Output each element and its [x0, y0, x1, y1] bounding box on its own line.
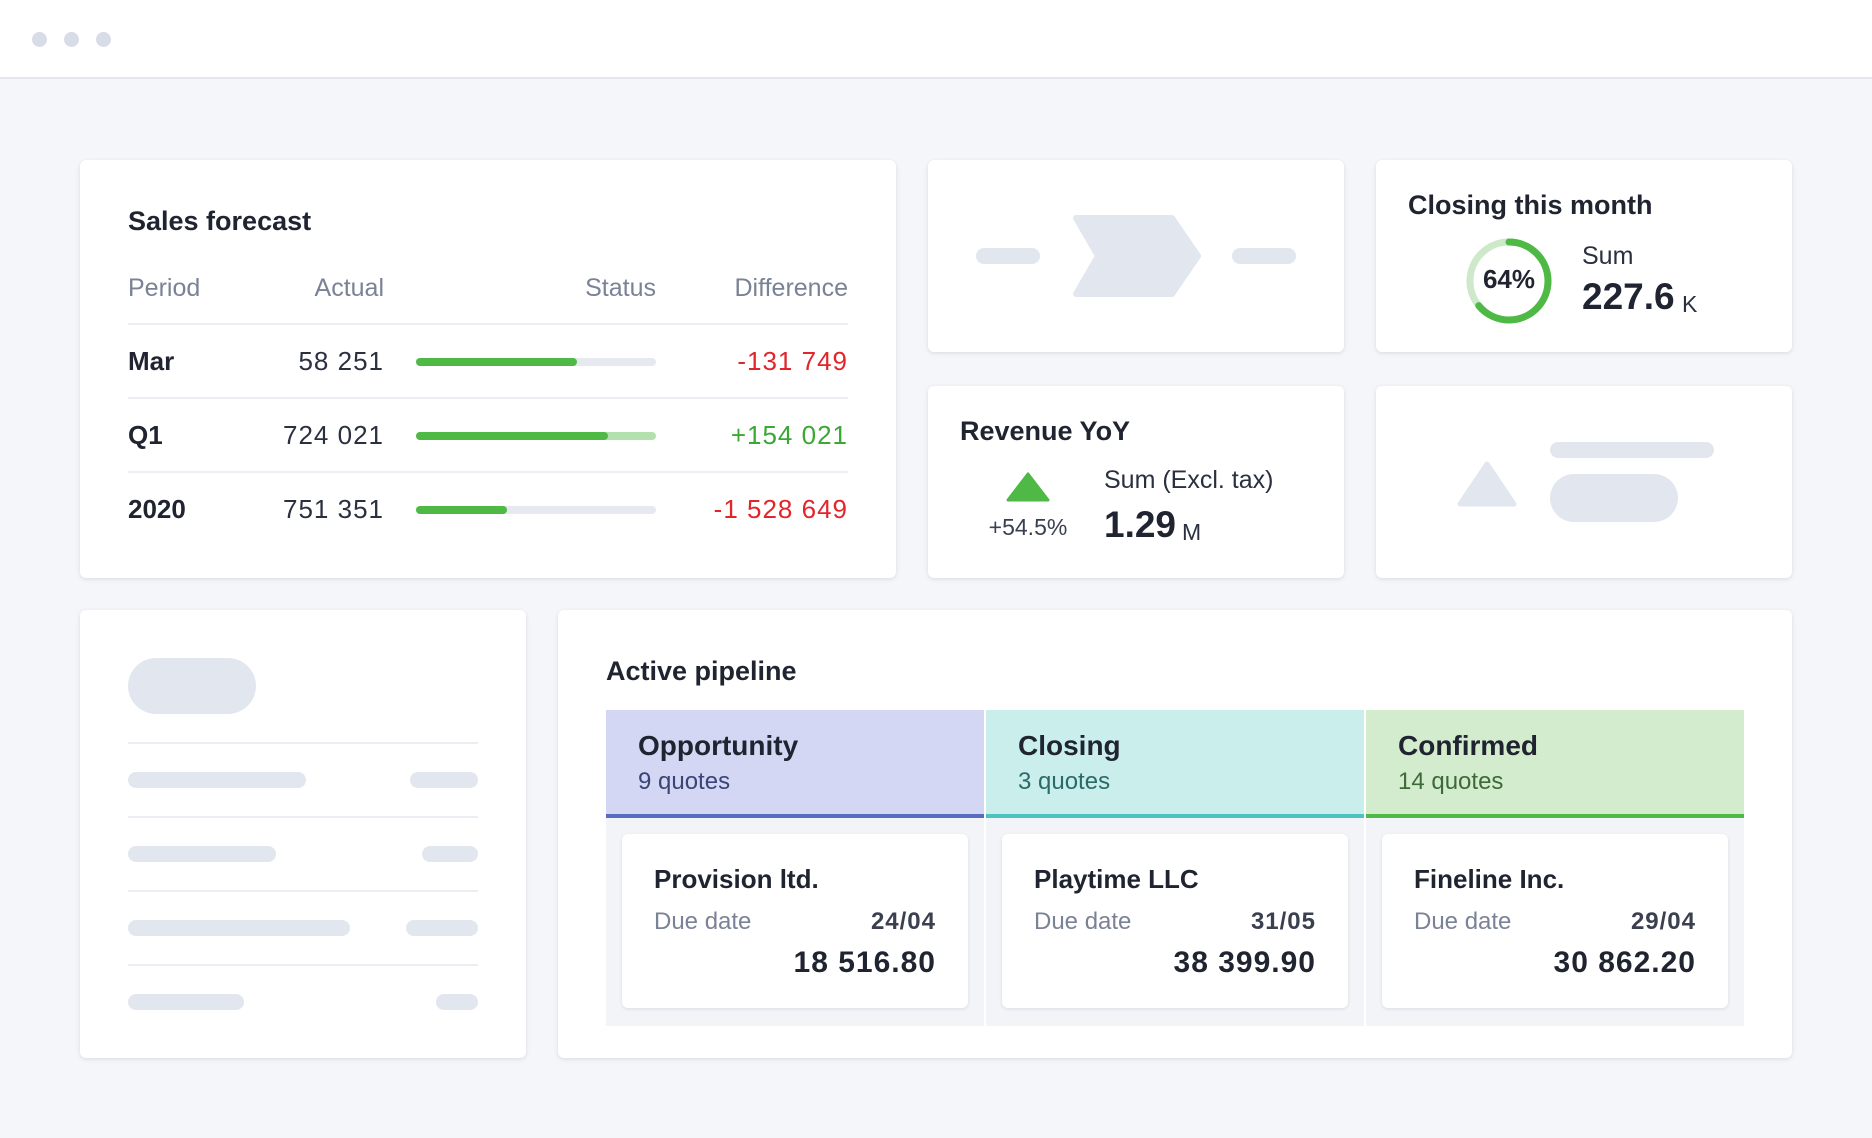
row-period: 2020: [128, 494, 186, 524]
placeholder-line: [1232, 248, 1296, 264]
list-divider: [128, 890, 478, 892]
revenue-change: +54.5%: [988, 514, 1068, 540]
column-header-difference: Difference: [734, 274, 849, 302]
placeholder-line: [436, 994, 478, 1010]
status-progress-bar: [416, 506, 656, 514]
placeholder-line: [128, 846, 276, 862]
placeholder-line: [128, 920, 350, 936]
row-difference: -131 749: [737, 346, 848, 376]
table-divider: [128, 323, 848, 325]
pipeline-title: Active pipeline: [606, 656, 797, 686]
list-divider: [128, 816, 478, 818]
quote-due-date: 24/04: [870, 908, 936, 935]
stage-column: Fineline Inc. Due date 29/04 30 862.20: [1366, 818, 1744, 1026]
row-period: Q1: [128, 420, 163, 450]
status-progress-bar: [416, 358, 656, 366]
closing-sum-unit: K: [1682, 291, 1698, 317]
revenue-yoy-title: Revenue YoY: [960, 416, 1131, 446]
status-progress-fill: [416, 358, 577, 366]
quote-amount: 30 862.20: [1553, 946, 1696, 979]
placeholder-line: [976, 248, 1040, 264]
sales-forecast-title: Sales forecast: [128, 206, 312, 236]
closing-month-card: [1376, 160, 1792, 352]
stage-column: Playtime LLC Due date 31/05 38 399.90: [986, 818, 1364, 1026]
stage-name: Opportunity: [638, 730, 799, 761]
quote-company: Fineline Inc.: [1414, 864, 1565, 894]
window-dot-icon[interactable]: [64, 32, 79, 47]
placeholder-pill: [1550, 474, 1678, 522]
quote-company: Playtime LLC: [1034, 864, 1199, 894]
stage-count: 9 quotes: [638, 768, 731, 795]
triangle-placeholder-icon: [1457, 461, 1517, 507]
placeholder-line: [406, 920, 478, 936]
placeholder-line: [128, 772, 306, 788]
quote-due-date: 29/04: [1630, 908, 1696, 935]
pipeline-stage-closing[interactable]: Closing 3 quotes: [986, 710, 1364, 818]
list-divider: [128, 964, 478, 966]
row-actual: 751 351: [283, 494, 384, 524]
placeholder-line: [128, 994, 244, 1010]
quote-card[interactable]: Provision ltd. Due date 24/04 18 516.80: [622, 834, 968, 1008]
progress-ring-arc: [1466, 238, 1552, 324]
quote-card[interactable]: Playtime LLC Due date 31/05 38 399.90: [1002, 834, 1348, 1008]
list-divider: [128, 742, 478, 744]
quote-amount: 38 399.90: [1173, 946, 1316, 979]
stage-name: Confirmed: [1398, 730, 1538, 761]
window-dot-icon[interactable]: [96, 32, 111, 47]
stage-count: 3 quotes: [1018, 768, 1111, 795]
placeholder-pill: [128, 658, 256, 714]
row-difference: +154 021: [730, 420, 848, 450]
row-period: Mar: [128, 346, 175, 376]
row-actual: 724 021: [283, 420, 384, 450]
closing-sum-label: Sum: [1582, 242, 1634, 270]
column-header-status: Status: [585, 274, 656, 302]
row-difference: -1 528 649: [713, 494, 848, 524]
table-divider: [128, 471, 848, 473]
column-header-period: Period: [128, 274, 201, 302]
status-progress-bar: [416, 432, 656, 440]
stage-column: Provision ltd. Due date 24/04 18 516.80: [606, 818, 984, 1026]
closing-sum-value: 227.6: [1582, 276, 1675, 317]
stage-count: 14 quotes: [1398, 768, 1504, 795]
quote-amount: 18 516.80: [793, 946, 936, 979]
window-titlebar: [0, 0, 1872, 79]
chevron-placeholder-icon: [1073, 215, 1201, 297]
revenue-sum-unit: M: [1182, 519, 1202, 545]
table-divider: [128, 397, 848, 399]
quote-due-label: Due date: [654, 908, 752, 935]
pipeline-stage-confirmed[interactable]: Confirmed 14 quotes: [1366, 710, 1744, 818]
stage-name: Closing: [1018, 730, 1121, 761]
row-actual: 58 251: [298, 346, 384, 376]
placeholder-line: [410, 772, 478, 788]
trend-up-icon: [1006, 472, 1050, 502]
window-dot-icon[interactable]: [32, 32, 47, 47]
placeholder-line: [422, 846, 478, 862]
placeholder-line: [1550, 442, 1714, 458]
revenue-sum-value: 1.29: [1104, 504, 1177, 545]
revenue-yoy-card: [928, 386, 1344, 578]
progress-ring-icon: [1466, 238, 1552, 324]
closing-month-title: Closing this month: [1408, 190, 1653, 220]
closing-percent: 64%: [1482, 264, 1536, 294]
column-header-actual: Actual: [314, 274, 384, 302]
status-progress-fill: [416, 506, 508, 514]
quote-due-date: 31/05: [1250, 908, 1316, 935]
pipeline-stage-opportunity[interactable]: Opportunity 9 quotes: [606, 710, 984, 818]
quote-card[interactable]: Fineline Inc. Due date 29/04 30 862.20: [1382, 834, 1728, 1008]
status-progress-fill: [416, 432, 608, 440]
quote-due-label: Due date: [1414, 908, 1512, 935]
quote-due-label: Due date: [1034, 908, 1132, 935]
quote-company: Provision ltd.: [654, 864, 819, 894]
revenue-sum-label: Sum (Excl. tax): [1104, 466, 1274, 494]
